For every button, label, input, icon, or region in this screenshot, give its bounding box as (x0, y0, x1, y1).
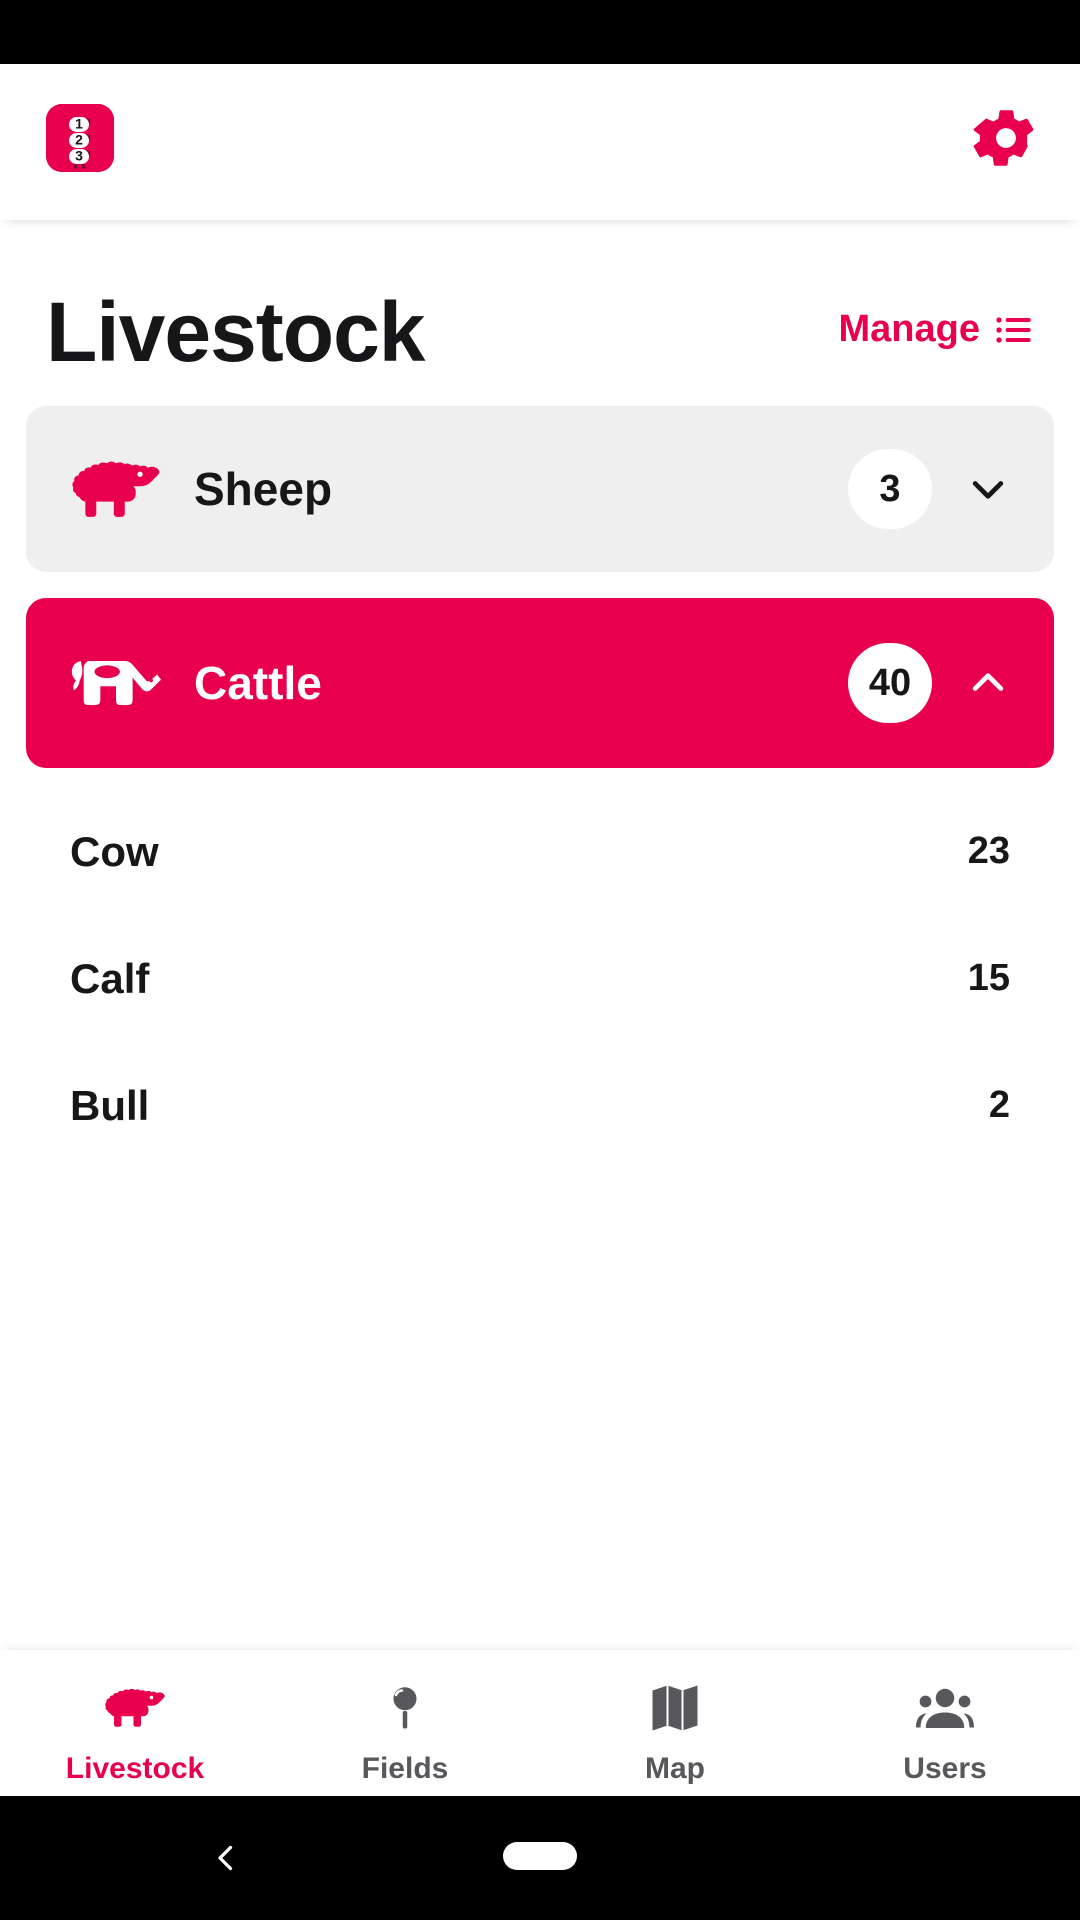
svg-text:3: 3 (75, 148, 83, 164)
svg-text:1: 1 (75, 116, 83, 132)
svg-text:2: 2 (75, 132, 83, 148)
